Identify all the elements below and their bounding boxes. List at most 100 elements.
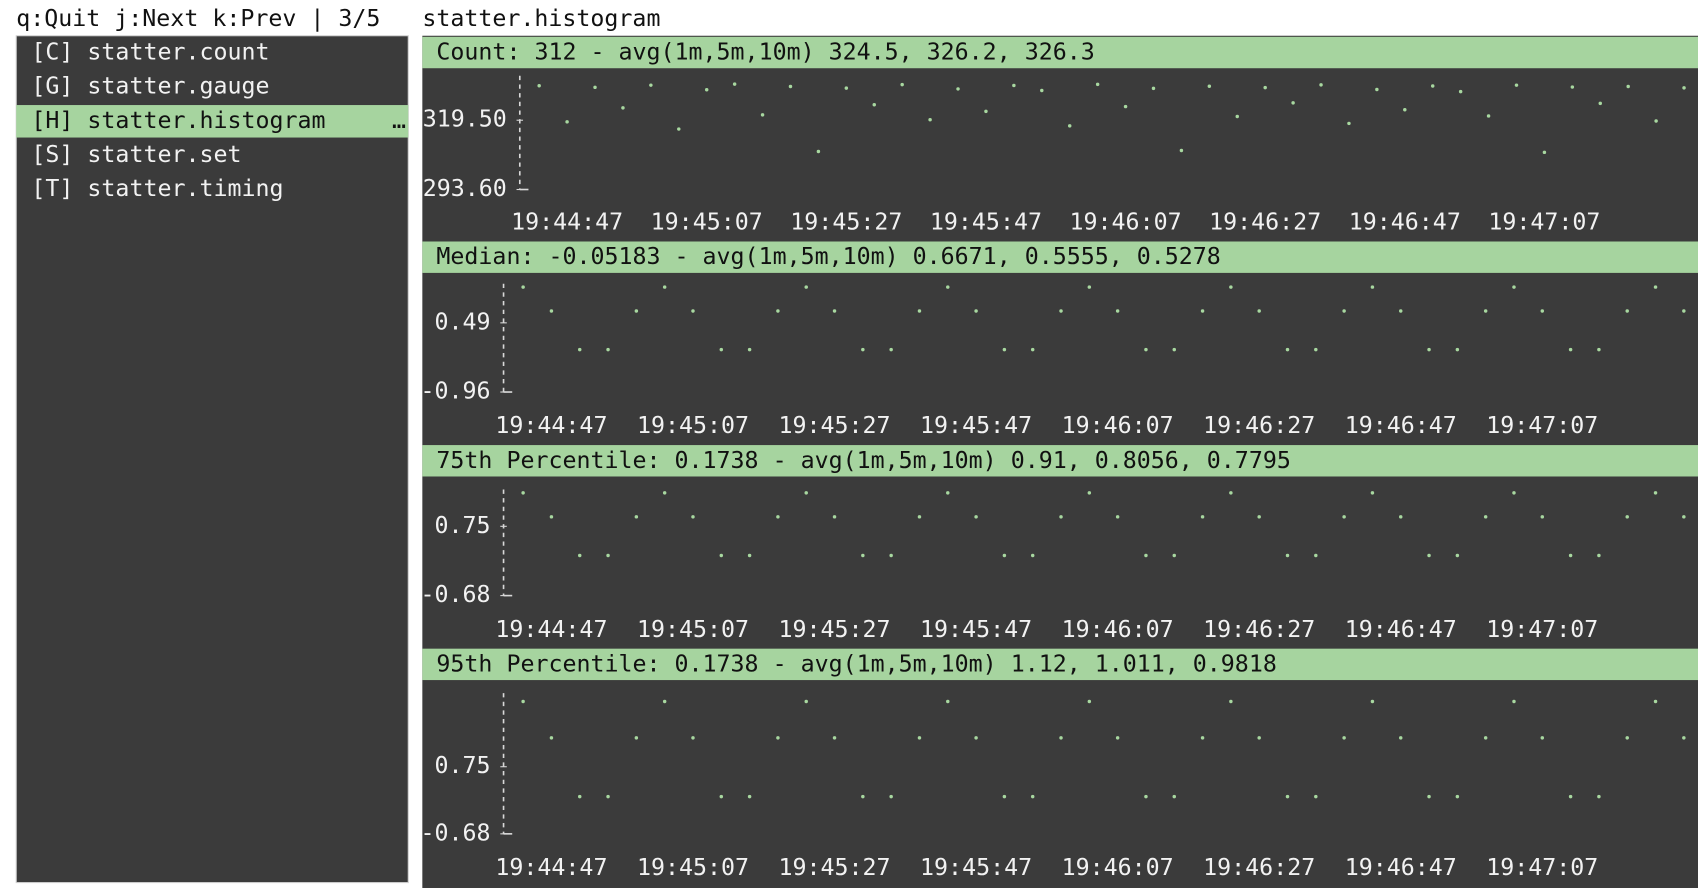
data-point	[900, 82, 904, 87]
y-tick-label: -0.68	[421, 581, 491, 608]
x-tick-label: 19:46:07	[1070, 209, 1182, 236]
data-point	[691, 736, 695, 740]
data-point	[1229, 699, 1233, 704]
data-point	[776, 515, 780, 519]
chart-title: Count: 312 - avg(1m,5m,10m) 324.5, 326.2…	[436, 39, 1094, 66]
data-point	[1172, 794, 1176, 799]
data-point	[1370, 491, 1375, 495]
data-point	[1568, 794, 1573, 799]
data-point	[565, 120, 569, 124]
data-point	[1059, 515, 1063, 519]
pane-title: statter.histogram	[422, 5, 660, 32]
data-point	[1427, 347, 1431, 352]
data-point	[719, 794, 724, 799]
data-point	[1568, 347, 1573, 352]
data-point	[549, 515, 554, 519]
data-point	[1030, 347, 1035, 352]
data-point	[719, 553, 724, 558]
chart-header	[422, 241, 1698, 273]
x-tick-label: 19:44:47	[495, 412, 607, 439]
menu-item[interactable]: [G] statter.gauge	[31, 73, 269, 100]
chart-title: Median: -0.05183 - avg(1m,5m,10m) 0.6671…	[436, 243, 1220, 270]
data-point	[804, 285, 808, 289]
data-point	[1200, 309, 1205, 313]
data-point	[1123, 104, 1128, 109]
x-tick-label: 19:45:27	[779, 854, 891, 881]
data-point	[719, 347, 724, 352]
data-point	[1427, 553, 1431, 558]
x-tick-label: 19:46:27	[1203, 854, 1315, 881]
data-point	[1030, 794, 1035, 799]
data-point	[1403, 108, 1407, 112]
data-point	[1625, 736, 1629, 740]
x-tick-label: 19:45:27	[779, 412, 891, 439]
data-point	[832, 309, 837, 313]
data-point	[662, 699, 667, 704]
data-point	[1570, 85, 1575, 89]
x-tick-label: 19:45:27	[790, 209, 902, 236]
data-point	[606, 794, 610, 799]
data-point	[593, 85, 597, 90]
data-point	[861, 794, 865, 799]
data-point	[1455, 347, 1460, 352]
x-tick-label: 19:47:07	[1486, 616, 1598, 643]
x-tick-label: 19:45:27	[779, 616, 891, 643]
data-point	[1399, 309, 1403, 313]
x-tick-label: 19:47:07	[1486, 854, 1598, 881]
data-point	[634, 309, 639, 313]
data-point	[1200, 736, 1205, 740]
data-point	[861, 347, 865, 352]
data-point	[917, 736, 922, 740]
data-point	[917, 309, 922, 313]
data-point	[1455, 794, 1460, 799]
x-tick-label: 19:45:07	[651, 209, 763, 236]
data-point	[1375, 87, 1379, 92]
data-point	[816, 149, 821, 154]
menu-item[interactable]: [T] statter.timing	[31, 175, 283, 202]
data-point	[1399, 515, 1403, 519]
data-point	[1625, 515, 1629, 519]
menu-item[interactable]: [C] statter.count	[31, 39, 269, 66]
chart-header	[422, 445, 1698, 477]
x-tick-label: 19:46:27	[1203, 616, 1315, 643]
data-point	[984, 109, 988, 114]
data-point	[578, 347, 582, 352]
data-point	[1598, 101, 1603, 106]
x-tick-label: 19:46:47	[1345, 616, 1457, 643]
x-tick-label: 19:46:47	[1345, 412, 1457, 439]
x-tick-label: 19:45:47	[930, 209, 1042, 236]
data-point	[649, 83, 653, 87]
data-point	[832, 736, 837, 740]
data-point	[1314, 553, 1318, 558]
data-point	[974, 736, 978, 740]
data-point	[1257, 736, 1261, 740]
data-point	[946, 491, 950, 495]
data-point	[1512, 699, 1516, 704]
data-point	[844, 86, 849, 90]
x-tick-label: 19:44:47	[511, 209, 623, 236]
data-point	[1087, 285, 1092, 289]
y-tick-label: 0.75	[435, 512, 491, 539]
data-point	[1115, 309, 1120, 313]
data-point	[788, 84, 793, 89]
chart-title: 75th Percentile: 0.1738 - avg(1m,5m,10m)…	[436, 447, 1290, 474]
data-point	[1568, 553, 1573, 558]
menu-item[interactable]: [S] statter.set	[31, 141, 241, 168]
menu-overflow: …	[392, 107, 406, 134]
data-point	[1427, 794, 1431, 799]
menu-highlight	[16, 105, 409, 138]
data-point	[634, 515, 639, 519]
data-point	[1625, 309, 1629, 313]
data-point	[776, 736, 780, 740]
x-tick-label: 19:44:47	[495, 854, 607, 881]
data-point	[1030, 553, 1035, 558]
data-point	[1653, 491, 1658, 495]
menu-item[interactable]: [H] statter.histogram	[31, 107, 325, 134]
x-tick-label: 19:45:47	[920, 412, 1032, 439]
data-point	[521, 699, 525, 704]
data-point	[1486, 114, 1491, 118]
data-point	[1229, 285, 1233, 289]
data-point	[732, 82, 737, 86]
x-tick-label: 19:47:07	[1486, 412, 1598, 439]
data-point	[1067, 124, 1072, 128]
